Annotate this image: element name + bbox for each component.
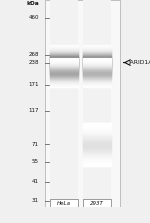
Text: 71: 71 — [32, 142, 39, 147]
Text: 55: 55 — [32, 159, 39, 164]
Text: 268: 268 — [28, 52, 39, 57]
Bar — [82, 199, 111, 209]
Bar — [50, 0, 78, 207]
Text: JARID1A/RBP2: JARID1A/RBP2 — [128, 60, 150, 65]
Bar — [82, 0, 111, 207]
Text: 460: 460 — [28, 15, 39, 21]
Text: 238: 238 — [28, 60, 39, 65]
Text: 293T: 293T — [90, 201, 104, 206]
Text: kDa: kDa — [26, 1, 39, 6]
Bar — [45, 0, 120, 207]
Text: HeLa: HeLa — [57, 201, 71, 206]
Text: 31: 31 — [32, 198, 39, 203]
Text: 117: 117 — [28, 108, 39, 113]
Text: 171: 171 — [28, 83, 39, 87]
Bar — [50, 199, 78, 209]
Text: 41: 41 — [32, 179, 39, 184]
